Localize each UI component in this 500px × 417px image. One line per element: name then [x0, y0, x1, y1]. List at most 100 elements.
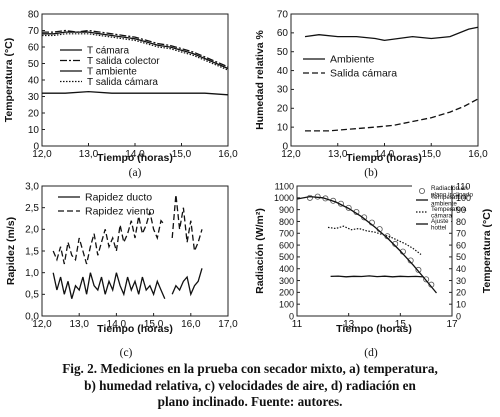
x-tick-label: 13 — [343, 319, 355, 330]
y-tick-label: 30 — [28, 92, 40, 103]
y-tick-label: 800 — [279, 217, 294, 227]
y-axis-label: Radiación (W/m²) — [254, 208, 266, 294]
y-tick-label: 0,5 — [25, 290, 39, 301]
series-a-1 — [42, 29, 229, 68]
y-tick-label: 50 — [28, 59, 40, 70]
plot-area-d — [296, 185, 453, 317]
x-tick-label: 16,0 — [181, 319, 201, 330]
y-tick-label: 700 — [279, 229, 294, 239]
series-b-1 — [305, 98, 479, 132]
series-line — [42, 90, 229, 96]
figure-canvas: 12,0 13,0 14,0 15,0 16,001020304050607080Tie… — [3, 9, 493, 359]
legend-c: Rapidez ducto Rapidez viento — [58, 192, 155, 218]
legend-label: Ajuste hottel — [431, 218, 449, 231]
x-tick-label: 13,0 — [328, 149, 348, 160]
x-tick-label: 15,0 — [422, 149, 442, 160]
y-tick-label: 1,5 — [25, 246, 39, 257]
y-right-tick-label: 20 — [456, 288, 466, 298]
y-right-tick-label: 30 — [456, 276, 466, 286]
x-tick-label: 13,0 — [69, 319, 89, 330]
x-tick-label: 14,0 — [125, 149, 145, 160]
legend-label: Temperatura ambiente — [431, 194, 467, 207]
series-line — [52, 211, 166, 265]
y-axis-label: Humedad relativa % — [254, 29, 266, 129]
legend-item: Temperatura cámara — [416, 206, 467, 219]
y-tick-label: 1,0 — [25, 268, 39, 279]
y-right-tick-label: 50 — [456, 252, 466, 262]
y-tick-label: 50 — [277, 47, 289, 58]
legend-label: T salida cámara — [87, 77, 158, 88]
panel-label: (c) — [120, 347, 133, 359]
series-d-3 — [296, 195, 438, 294]
y-tick-label: 0 — [33, 141, 39, 152]
series-a-2 — [42, 90, 229, 96]
y-tick-label: 20 — [277, 104, 289, 115]
x-axis-label: Tiempo (horas) — [97, 152, 173, 164]
series-line — [42, 33, 229, 71]
x-tick-label: 16,0 — [468, 149, 488, 160]
x-tick-label: 16,0 — [218, 149, 238, 160]
y-tick-label: 60 — [28, 42, 40, 53]
legend-label: Rapidez ducto — [85, 192, 152, 204]
legend-item: Rapidez ducto — [58, 192, 152, 204]
legend-item: Temperatura ambiente — [416, 194, 467, 207]
y-right-tick-label: 0 — [456, 311, 461, 321]
y-axis-label: Temperatura (°C) — [3, 38, 15, 123]
legend-item: T ambiente — [60, 67, 137, 78]
legend-label: T salida colector — [87, 56, 160, 67]
caption-line-3: plano inclinado. Fuente: autores. — [157, 394, 343, 409]
legend-item: Ajuste hottel — [416, 218, 449, 231]
caption-line-2: b) humedad relativa, c) velocidades de a… — [84, 377, 416, 393]
y-tick-label: 10 — [28, 125, 40, 136]
y-right-tick-label: 90 — [456, 205, 466, 215]
y-tick-label: 3,0 — [25, 181, 39, 192]
x-tick-label: 17,0 — [218, 319, 238, 330]
y-tick-label: 900 — [279, 205, 294, 215]
y-tick-label: 60 — [277, 28, 289, 39]
y-tick-label: 100 — [279, 299, 294, 309]
series-line — [171, 268, 203, 297]
x-tick-label: 15,0 — [172, 149, 192, 160]
legend-label: Salida cámara — [330, 68, 397, 80]
series-line — [52, 272, 166, 299]
legend-label: Rapidez viento — [85, 206, 155, 218]
series-line — [327, 225, 422, 255]
series-line — [330, 275, 424, 278]
series-d-1 — [330, 275, 424, 278]
y-tick-label: 0 — [289, 311, 294, 321]
y-tick-label: 40 — [28, 75, 40, 86]
series-line — [42, 29, 229, 68]
x-tick-label: 14,0 — [375, 149, 395, 160]
panel-label: (b) — [364, 167, 378, 179]
x-tick-label: 15 — [395, 319, 407, 330]
y-right-axis-label: Temperatura (°C) — [481, 209, 493, 294]
y-axis-label: Rapidez (m/s) — [5, 217, 17, 285]
x-tick-label: 12,0 — [281, 149, 301, 160]
y-tick-label: 40 — [277, 66, 289, 77]
x-axis-label: Tiempo (horas) — [346, 152, 422, 164]
y-right-tick-label: 70 — [456, 229, 466, 239]
x-tick-label: 12,0 — [32, 149, 52, 160]
x-tick-label: 17 — [446, 319, 458, 330]
panel-label: (a) — [129, 167, 142, 179]
y-right-tick-label: 60 — [456, 240, 466, 250]
caption-line-1: Fig. 2. Mediciones en la prueba con seca… — [62, 361, 438, 376]
chart-c: 12,0 13,0 14,0 15,0 16,0 17,0 0,0 0,5 1,0 1,5 2,0 2… — [5, 181, 238, 359]
x-tick-label: 14,0 — [107, 319, 127, 330]
y-tick-label: 20 — [28, 108, 40, 119]
y-tick-label: 400 — [279, 264, 294, 274]
series-d-2 — [327, 225, 422, 255]
legend-swatch — [418, 187, 425, 194]
legend-item: Radiación en plano inclinado — [418, 185, 474, 198]
y-tick-label: 1100 — [275, 181, 294, 191]
legend-item: Ambiente — [303, 54, 375, 66]
x-tick-label: 12,0 — [32, 319, 52, 330]
y-right-tick-label: 40 — [456, 264, 466, 274]
panel-label: (d) — [364, 347, 378, 359]
y-tick-label: 1000 — [274, 193, 294, 203]
series-line — [171, 194, 203, 254]
y-tick-label: 2,0 — [25, 225, 39, 236]
